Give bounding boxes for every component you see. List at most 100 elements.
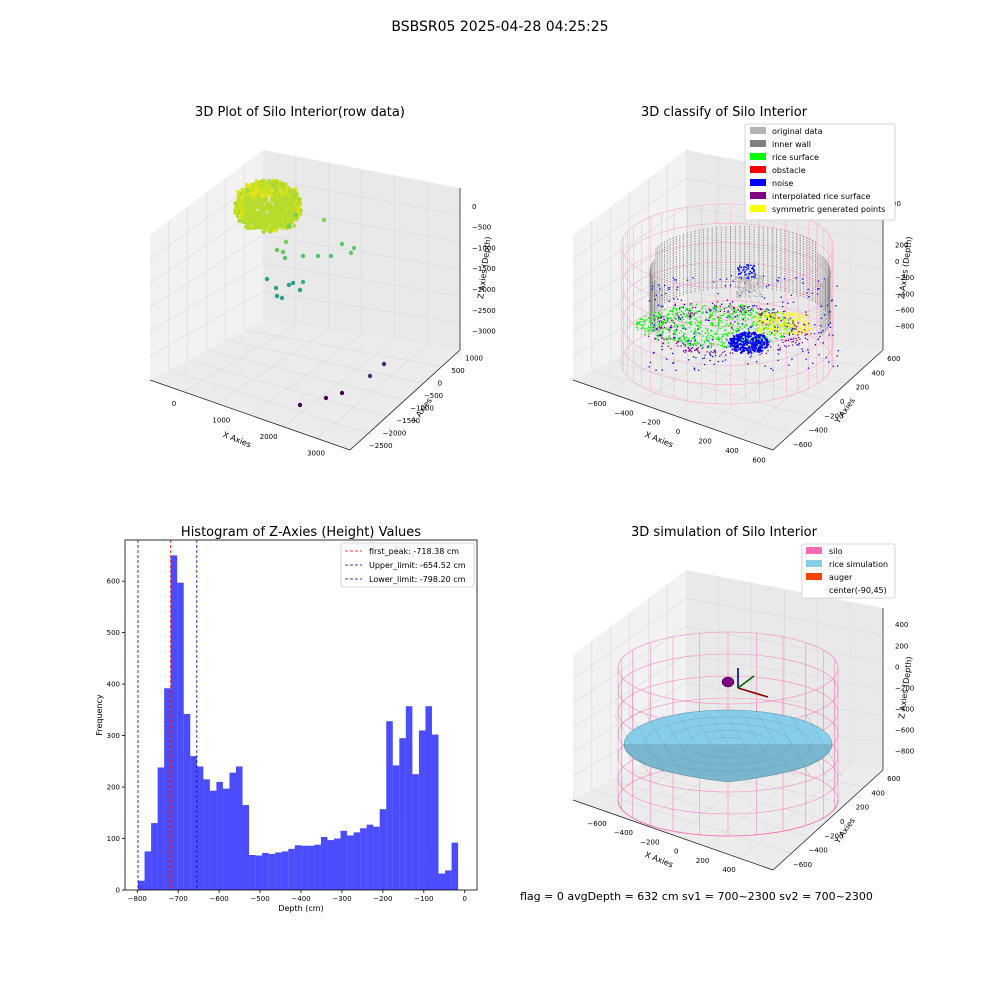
noise-point (739, 351, 742, 354)
panel-d-title: 3D simulation of Silo Interior (631, 525, 818, 540)
symmetric-point (765, 314, 767, 317)
interpolated-point (724, 350, 726, 353)
raw-point (291, 196, 296, 201)
symmetric-point (788, 317, 791, 320)
noise-point (736, 350, 738, 352)
noise-point (756, 348, 759, 351)
symmetric-point (804, 319, 807, 321)
noise-point (726, 278, 728, 280)
noise-point (756, 344, 758, 347)
rice-surface-point (728, 316, 730, 318)
noise-point (758, 339, 761, 342)
rice-surface-point (643, 327, 645, 330)
rice-surface-point (752, 324, 755, 326)
rice-surface-point (714, 324, 717, 327)
histogram-bar (405, 706, 413, 890)
panel-b-ztick-partial: 00 (892, 200, 901, 208)
rice-surface-point (766, 333, 769, 335)
original-data-point (756, 282, 759, 284)
rice-surface-point (649, 324, 652, 326)
raw-point (249, 182, 254, 187)
histogram-bar (288, 848, 295, 890)
rice-surface-point (680, 336, 683, 338)
rice-surface-point (785, 328, 788, 331)
noise-point (751, 341, 754, 344)
rice-surface-point (665, 314, 668, 317)
noise-point (726, 299, 729, 301)
symmetric-point (759, 330, 761, 332)
histogram-bar (431, 734, 439, 890)
original-data-point (756, 283, 758, 285)
rice-surface-point (684, 327, 687, 329)
rice-surface-point (690, 324, 692, 326)
symmetric-point (803, 330, 805, 332)
rice-surface-point (682, 318, 685, 321)
histogram-bar (386, 721, 393, 890)
rice-surface-point (685, 321, 687, 323)
noise-point (759, 334, 762, 337)
raw-point (290, 280, 296, 286)
original-data-point (754, 290, 757, 293)
noise-point (792, 333, 794, 335)
noise-point (737, 333, 740, 336)
noise-point (690, 303, 692, 305)
noise-point (715, 309, 717, 311)
rice-surface-point (760, 337, 762, 340)
symmetric-point (802, 315, 805, 317)
interpolated-point (653, 319, 656, 321)
histogram-bar (275, 852, 282, 890)
rice-surface-point (718, 317, 720, 319)
symmetric-point (773, 313, 775, 315)
rice-surface-point (733, 309, 735, 311)
histogram-bar (236, 766, 243, 890)
original-data-point (741, 276, 743, 278)
symmetric-point (809, 329, 812, 331)
noise-point (735, 342, 737, 344)
rice-surface-point (705, 327, 707, 329)
raw-point (270, 187, 275, 192)
raw-point (273, 285, 279, 291)
raw-point (280, 249, 286, 255)
interpolated-point (776, 311, 779, 313)
interpolated-point (709, 352, 711, 354)
rice-surface-point (736, 318, 739, 321)
noise-point (754, 341, 756, 344)
histogram-bar (445, 870, 452, 890)
panel-a-ytick: −500 (424, 392, 443, 400)
rice-surface-point (734, 311, 736, 314)
interpolated-point (714, 351, 716, 353)
rice-surface-point (662, 330, 664, 332)
noise-point (817, 288, 819, 290)
rice-surface-point (675, 309, 678, 312)
rice-surface-point (741, 314, 744, 316)
interpolated-point (714, 352, 717, 354)
rice-surface-point (723, 333, 725, 336)
symmetric-point (785, 321, 788, 323)
noise-point (756, 342, 759, 345)
rice-surface-point (694, 330, 696, 332)
noise-point (682, 342, 684, 344)
interpolated-point (768, 312, 770, 314)
panel-a-title: 3D Plot of Silo Interior(row data) (195, 105, 405, 120)
original-data-point (760, 294, 763, 296)
rice-surface-point (690, 345, 692, 347)
rice-surface-point (647, 333, 650, 335)
panel-b-ztick: −200 (895, 274, 914, 282)
rice-surface-point (675, 329, 678, 331)
noise-point (739, 265, 741, 267)
rice-surface-point (779, 332, 781, 335)
histogram-bar (425, 706, 432, 890)
rice-surface-point (649, 312, 652, 314)
symmetric-point (809, 324, 812, 326)
interpolated-point (722, 351, 724, 353)
noise-point (757, 339, 759, 341)
symmetric-point (809, 327, 811, 330)
noise-point (751, 272, 753, 274)
panel-d-xtick: 200 (696, 857, 709, 865)
raw-point (274, 180, 279, 185)
original-data-point (757, 285, 759, 287)
noise-point (742, 337, 745, 340)
noise-point (734, 342, 737, 345)
noise-point (744, 333, 746, 335)
symmetric-point (784, 315, 787, 317)
